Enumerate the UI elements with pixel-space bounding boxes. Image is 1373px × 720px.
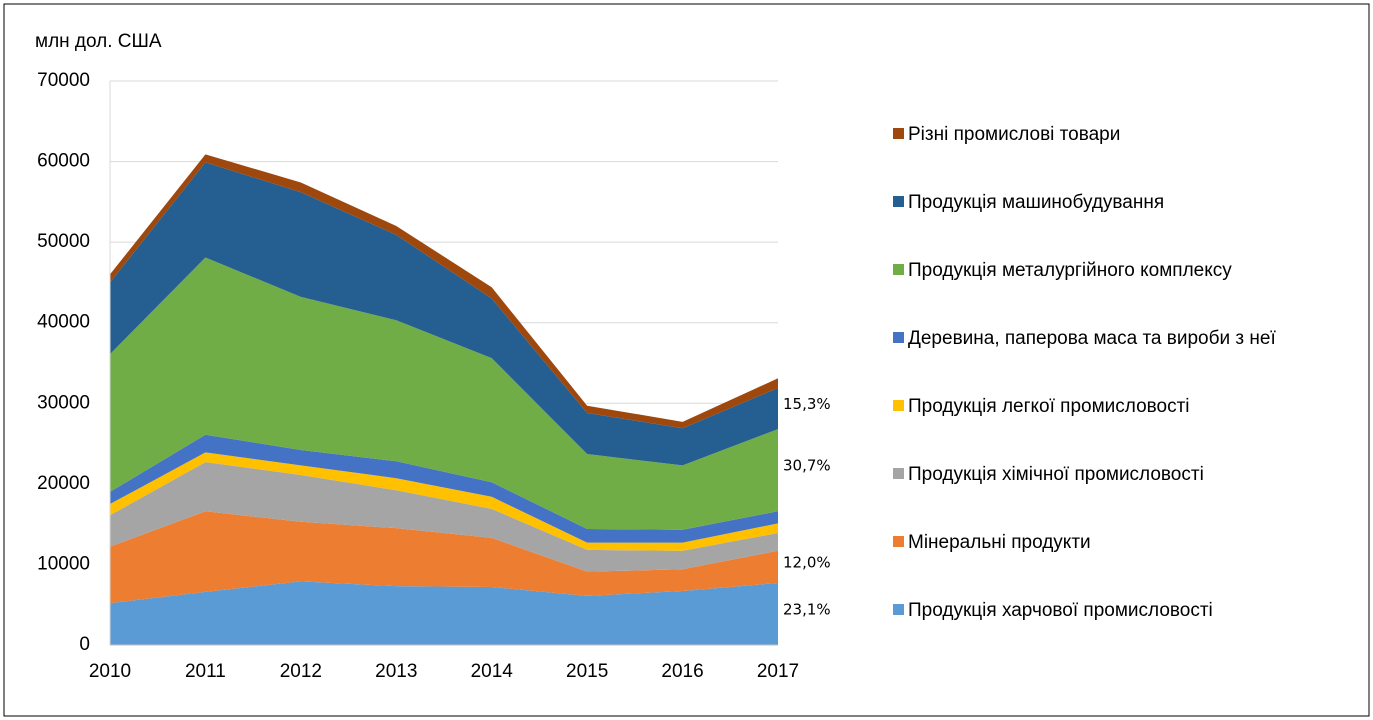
legend-label: Продукція харчової промисловості (908, 600, 1213, 621)
legend-label: Продукція машинобудування (908, 192, 1165, 213)
annotation: 23,1% (783, 600, 831, 618)
y-tick-label: 60000 (37, 151, 90, 172)
area (110, 581, 778, 645)
x-tick-label: 2014 (471, 661, 514, 682)
frame (3, 3, 1370, 717)
legend-item: Продукція металургійного комплексу (893, 259, 1353, 283)
legend-label: Продукція легкої промисловості (908, 396, 1190, 417)
x-tick-label: 2010 (89, 661, 131, 682)
y-tick-label: 70000 (37, 70, 90, 91)
legend-label: Мінеральні продукти (908, 532, 1091, 553)
x-tick-label: 2015 (566, 661, 608, 682)
legend-label: Продукція хімічної промисловості (908, 464, 1204, 485)
x-tick-label: 2016 (661, 661, 703, 682)
legend-swatch (893, 604, 904, 615)
legend-swatch (893, 196, 904, 207)
x-tick-label: 2012 (280, 661, 322, 682)
legend-item: Продукція машинобудування (893, 191, 1353, 215)
x-tick-label: 2017 (757, 661, 799, 682)
legend-item: Продукція хімічної промисловості (893, 463, 1353, 487)
legend-item: Продукція харчової промисловості (893, 599, 1353, 623)
legend-swatch (893, 128, 904, 139)
area (110, 162, 778, 466)
y-axis-label: млн дол. США (35, 31, 162, 52)
area (110, 462, 778, 572)
legend-item: Деревина, паперова маса та вироби з неї (893, 327, 1353, 351)
legend-swatch (893, 536, 904, 547)
annotation: 12,0% (783, 553, 831, 571)
legend-item: Продукція легкої промисловості (893, 395, 1353, 419)
legend-label: Деревина, паперова маса та вироби з неї (908, 328, 1276, 349)
legend-item: Мінеральні продукти (893, 531, 1353, 555)
y-tick-label: 10000 (37, 553, 90, 574)
area (110, 511, 778, 604)
legend-swatch (893, 332, 904, 343)
y-tick-label: 30000 (37, 392, 90, 413)
legend-item: Різні промислові товари (893, 123, 1353, 147)
area (110, 434, 778, 543)
legend-label: Продукція металургійного комплексу (908, 260, 1232, 281)
annotation: 30,7% (783, 457, 831, 475)
y-tick-label: 0 (79, 634, 90, 655)
x-tick-label: 2011 (185, 661, 226, 682)
area (110, 452, 778, 551)
y-tick-label: 40000 (37, 312, 90, 333)
x-tick-label: 2013 (375, 661, 417, 682)
legend-swatch (893, 400, 904, 411)
area (110, 257, 778, 530)
annotation: 15,3% (783, 395, 831, 413)
y-tick-label: 20000 (37, 473, 90, 494)
y-tick-label: 50000 (37, 231, 90, 252)
legend-label: Різні промислові товари (908, 124, 1121, 145)
legend-swatch (893, 468, 904, 479)
legend-swatch (893, 264, 904, 275)
